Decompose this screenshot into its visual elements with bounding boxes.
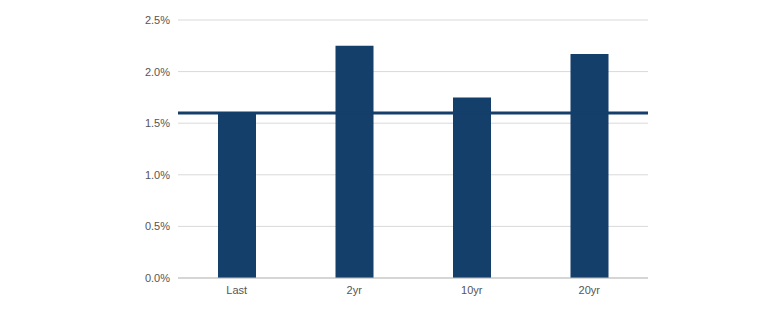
svg-text:2.5%: 2.5% — [145, 14, 170, 26]
svg-text:2.0%: 2.0% — [145, 66, 170, 78]
svg-text:Last: Last — [226, 284, 247, 296]
svg-text:10yr: 10yr — [461, 284, 483, 296]
svg-text:1.0%: 1.0% — [145, 169, 170, 181]
svg-text:1.5%: 1.5% — [145, 117, 170, 129]
svg-text:20yr: 20yr — [579, 284, 601, 296]
svg-text:0.5%: 0.5% — [145, 220, 170, 232]
svg-text:2yr: 2yr — [347, 284, 363, 296]
svg-text:0.0%: 0.0% — [145, 272, 170, 284]
